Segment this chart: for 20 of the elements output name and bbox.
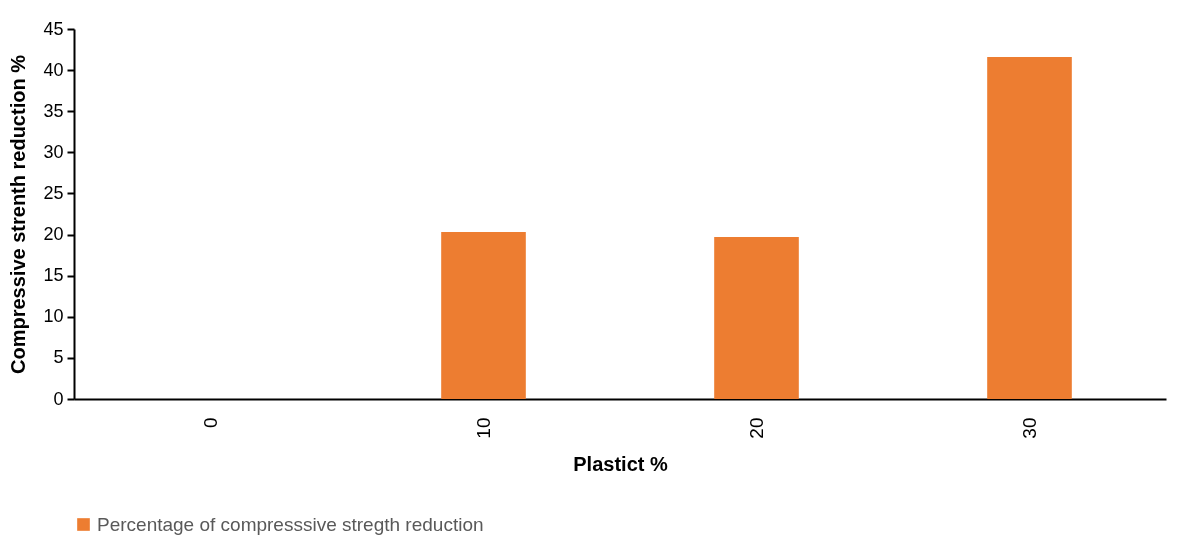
y-tick-label: 5: [53, 347, 64, 368]
bar: [714, 237, 799, 399]
legend-label: Percentage of compresssive stregth reduction: [97, 513, 484, 535]
bar: [441, 232, 526, 399]
y-tick-label: 30: [43, 141, 64, 162]
x-tick-label: 0: [199, 417, 221, 429]
y-tick-label: 0: [53, 388, 64, 409]
x-tick-label: 10: [472, 417, 494, 439]
y-tick-label: 20: [43, 224, 64, 245]
x-axis-title: Plastict %: [573, 452, 668, 475]
y-tick-label: 15: [43, 265, 64, 286]
y-tick-label: 25: [43, 182, 64, 203]
y-tick-label: 35: [43, 100, 64, 121]
x-tick-label: 30: [1018, 417, 1040, 439]
y-tick-label: 10: [43, 306, 64, 327]
x-tick-label: 20: [745, 417, 767, 439]
y-axis-title: Compressive strenth reduction %: [7, 54, 30, 374]
y-tick-label: 45: [43, 18, 64, 39]
y-tick-label: 40: [43, 59, 64, 80]
bar: [987, 56, 1072, 399]
